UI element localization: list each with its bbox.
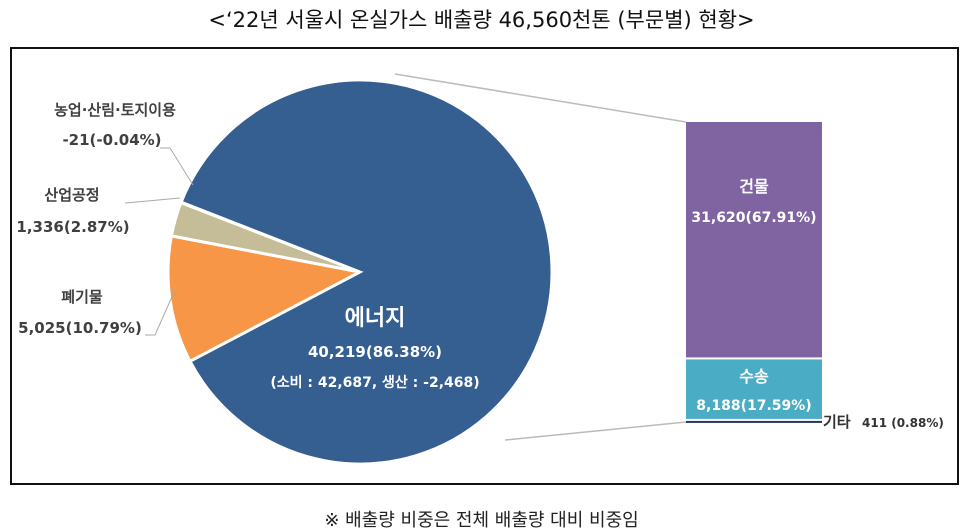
chart-frame [10,47,959,485]
leader-industry [124,197,181,204]
connector-top [394,73,687,123]
bar-building [686,122,822,358]
label-agri-value: -21(-0.04%) [62,131,161,149]
label-building-name: 건물 [739,177,769,196]
label-energy-name: 에너지 [345,306,406,331]
label-transport-name: 수송 [739,367,769,386]
bar-transport [686,359,822,419]
label-agri-name: 농업·산림·토지이용 [54,101,176,119]
label-waste-name: 폐기물 [61,288,103,306]
leader-waste [145,289,176,336]
label-other-name: 기타 [823,413,851,431]
label-building-value: 31,620(67.91%) [691,210,816,226]
label-energy-sub: (소비 : 42,687, 생산 : -2,468) [270,374,479,391]
label-industry-name: 산업공정 [44,186,99,204]
bar-other [686,420,822,423]
label-energy-value: 40,219(86.38%) [308,343,442,361]
label-transport-value: 8,188(17.59%) [696,398,811,414]
label-waste-value: 5,025(10.79%) [18,319,142,337]
label-other-value: 411 (0.88%) [862,416,944,430]
slice-energy [179,78,554,466]
footnote: ※ 배출량 비중은 전체 배출량 대비 비중임 [324,510,639,531]
leader-agri [160,147,194,186]
chart-title: <‘22년 서울시 온실가스 배출량 46,560천톤 (부문별) 현황> [208,8,755,32]
connector-bottom [504,421,687,441]
label-industry-value: 1,336(2.87%) [16,218,129,236]
